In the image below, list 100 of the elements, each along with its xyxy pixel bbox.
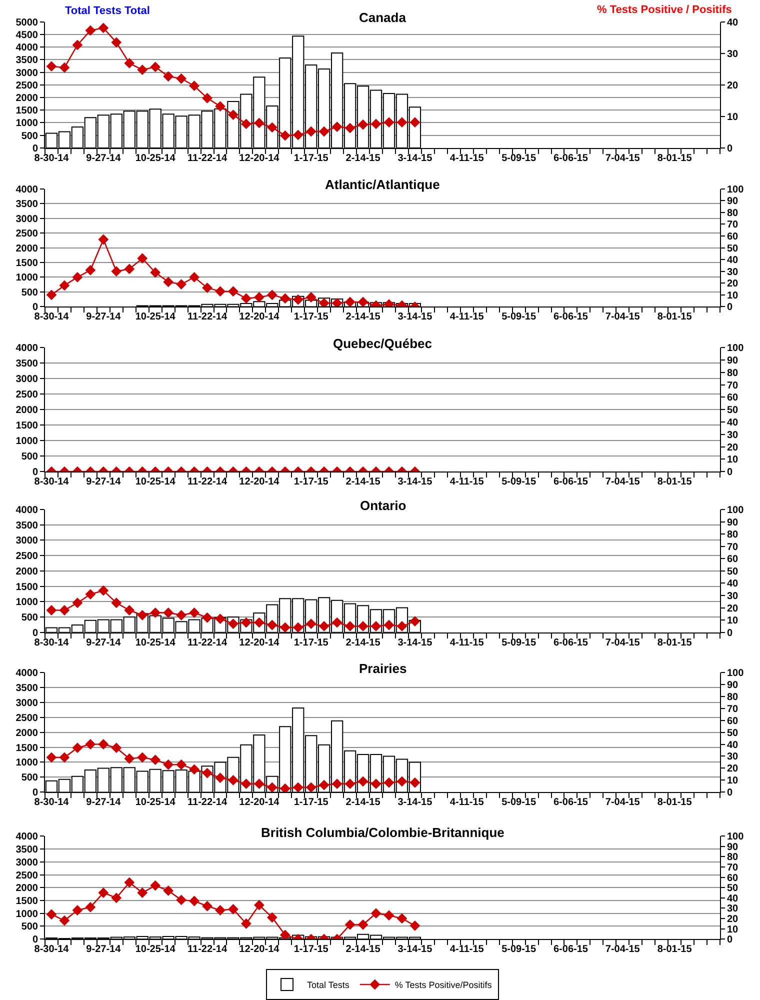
point	[85, 25, 96, 36]
y-tick-label: 2500	[16, 551, 38, 562]
y-tick-label: 1000	[16, 597, 38, 608]
point	[124, 264, 135, 274]
x-tick-label: 11-22-14	[188, 312, 228, 323]
point	[280, 783, 290, 792]
point	[124, 753, 135, 764]
x-tick-label: 12-20-14	[239, 797, 280, 808]
y-tick-label: 4000	[16, 343, 38, 354]
chart-title: Ontario	[360, 498, 406, 513]
y-tick-label: 4500	[16, 30, 38, 42]
y-tick-label: 3000	[16, 214, 38, 225]
y2-tick-label: 70	[727, 704, 739, 715]
point	[98, 585, 109, 596]
point	[111, 37, 122, 48]
y-tick-label: 0	[32, 788, 38, 799]
point	[215, 905, 226, 916]
y-tick-label: 2500	[16, 80, 38, 92]
point	[215, 286, 226, 297]
x-tick-label: 12-20-14	[239, 476, 280, 488]
x-tick-label: 4-11-15	[450, 476, 484, 488]
point	[410, 920, 420, 931]
y-tick-label: 3000	[16, 68, 38, 79]
y-tick-label: 3500	[16, 844, 38, 856]
y2-tick-label: 10	[727, 776, 739, 787]
x-tick-label: 7-04-15	[605, 152, 640, 164]
x-tick-label: 2-14-15	[346, 797, 381, 808]
x-tick-label: 1-17-15	[294, 152, 329, 164]
chart-title: Quebec/Québec	[333, 336, 432, 351]
y2-tick-label: 30	[727, 752, 739, 763]
chart-title: Prairies	[359, 661, 407, 676]
point	[150, 880, 161, 891]
point	[280, 622, 290, 632]
point	[189, 80, 200, 92]
point	[396, 776, 408, 787]
y-tick-label: 0	[32, 467, 38, 478]
x-tick-label: 6-06-15	[553, 312, 588, 323]
point	[370, 778, 382, 790]
point	[332, 122, 342, 132]
point	[137, 752, 148, 763]
x-tick-label: 11-22-14	[188, 152, 228, 164]
point	[410, 777, 420, 788]
y2-tick-label: 50	[727, 405, 739, 416]
y-tick-label: 1500	[16, 742, 38, 754]
x-tick-label: 8-30-14	[34, 637, 70, 648]
y2-tick-label: 30	[727, 904, 739, 915]
y2-tick-label: 20	[727, 914, 739, 925]
y2-tick-label: 10	[727, 616, 739, 627]
point	[241, 918, 252, 929]
point	[202, 900, 212, 912]
point	[306, 292, 316, 302]
point	[318, 621, 330, 632]
x-tick-label: 11-22-14	[188, 476, 228, 488]
point	[163, 71, 174, 82]
y-tick-label: 2000	[16, 93, 38, 104]
point	[176, 894, 186, 906]
point	[137, 64, 148, 76]
y-tick-label: 500	[21, 772, 38, 784]
y2-tick-label: 0	[727, 628, 733, 639]
chart-title: Canada	[359, 10, 407, 25]
y2-tick-label: 0	[727, 143, 733, 154]
x-tick-label: 2-14-15	[346, 476, 381, 488]
x-tick-label: 9-27-14	[86, 637, 122, 648]
y-tick-label: 2000	[16, 566, 38, 578]
x-tick-label: 4-11-15	[450, 152, 484, 164]
point	[59, 62, 70, 73]
point	[163, 886, 174, 896]
y2-tick-label: 100	[727, 668, 744, 679]
point	[358, 119, 368, 130]
point	[111, 892, 122, 904]
x-tick-label: 12-20-14	[239, 944, 280, 956]
y2-tick-label: 70	[727, 542, 739, 553]
y-tick-label: 3000	[16, 857, 38, 868]
point	[344, 296, 356, 307]
point	[72, 742, 83, 754]
x-tick-label: 5-09-15	[502, 312, 536, 323]
x-tick-label: 2-14-15	[346, 944, 381, 956]
x-tick-label: 7-04-15	[605, 637, 640, 648]
y-tick-label: 3500	[16, 55, 38, 66]
point	[292, 782, 304, 792]
y-tick-label: 4000	[16, 504, 38, 516]
x-tick-label: 3-14-15	[398, 797, 433, 808]
y2-axis-title: % Tests Positive / Positifs	[597, 4, 732, 16]
point	[344, 778, 356, 790]
y-tick-label: 500	[21, 922, 38, 933]
point	[358, 919, 368, 930]
point	[358, 776, 368, 787]
y-tick-label: 0	[32, 302, 38, 314]
point	[124, 605, 135, 616]
point	[176, 610, 186, 620]
x-tick-label: 4-11-15	[450, 797, 484, 808]
x-tick-label: 12-20-14	[239, 637, 280, 648]
point	[150, 62, 161, 72]
point	[306, 782, 316, 792]
x-tick-label: 1-17-15	[294, 637, 329, 648]
point	[241, 617, 252, 628]
point	[98, 234, 109, 245]
y2-tick-label: 0	[727, 788, 733, 799]
point	[228, 110, 238, 120]
x-tick-label: 10-25-14	[135, 797, 176, 808]
